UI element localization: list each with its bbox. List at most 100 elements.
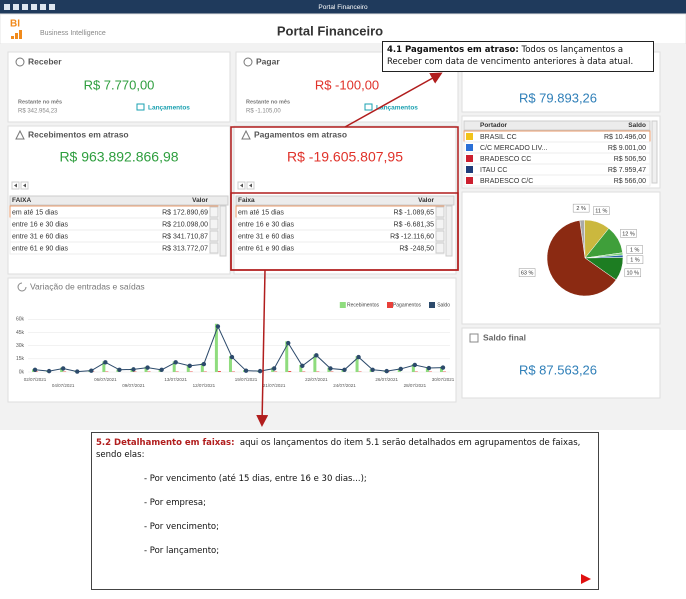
line-point — [145, 365, 150, 370]
callout-text: aqui os lançamentos do item 5.1 serão de… — [96, 438, 581, 460]
toolbar-icon — [13, 4, 19, 10]
callout-item: - Por vencimento (até 15 dias, entre 16 … — [144, 474, 367, 484]
x-tick-label: 26/07/2021 — [375, 377, 398, 382]
logo: BI — [10, 19, 20, 30]
column-header: Saldo — [628, 122, 646, 129]
portador-name: C/C MERCADO LIV... — [480, 145, 547, 152]
card-value: R$ -100,00 — [315, 77, 379, 92]
lancamentos-link[interactable]: Lançamentos — [148, 105, 190, 112]
x-tick-label: 24/07/2021 — [333, 383, 356, 388]
table-header — [235, 195, 455, 206]
x-tick-label: 22/07/2021 — [305, 377, 328, 382]
row-value: R$ 210.098,00 — [162, 221, 208, 228]
portador-name: BRADESCO C/C — [480, 178, 533, 185]
play-icon[interactable] — [580, 573, 592, 585]
row-action — [435, 230, 445, 242]
pie-label: 12 % — [622, 231, 635, 237]
pager-arrow — [14, 183, 17, 188]
portador-saldo: R$ 9.001,00 — [608, 145, 646, 152]
saldo-value: R$ 79.893,26 — [519, 90, 597, 105]
toolbar-icon — [22, 4, 28, 10]
bank-icon — [466, 144, 473, 151]
row-label: em até 15 dias — [12, 209, 58, 216]
bank-icon — [466, 133, 473, 140]
y-tick-label: 0k — [19, 369, 25, 375]
panel-total: R$ -19.605.807,95 — [287, 149, 403, 165]
pie-label-box — [572, 203, 590, 213]
header-title: Portal Financeiro — [277, 23, 383, 38]
pager-arrow — [240, 183, 243, 188]
bar — [411, 364, 415, 372]
bank-icon — [466, 177, 473, 184]
portador-name: BRADESCO CC — [480, 156, 531, 163]
callout-arrow — [256, 269, 269, 427]
row-action — [435, 242, 445, 254]
panel — [461, 327, 661, 399]
row-value: R$ 313.772,07 — [162, 245, 208, 252]
callout-text: Todos os lançamentos a Receber com data … — [387, 45, 634, 67]
y-tick-label: 30k — [16, 343, 25, 349]
pie-label: 63 % — [521, 271, 534, 277]
portador-saldo: R$ 7.959,47 — [608, 167, 646, 174]
bar — [355, 356, 359, 372]
line-point — [173, 360, 178, 365]
callout-item: - Por empresa; — [144, 498, 206, 508]
row-label: entre 61 e 90 dias — [12, 245, 69, 252]
bar — [186, 364, 190, 372]
portador-saldo: R$ 10.496,00 — [604, 134, 646, 141]
portador-name: BRASIL CC — [480, 134, 517, 141]
row-value: R$ 341.710,87 — [162, 233, 208, 240]
x-tick-label: 09/07/2021 — [122, 383, 145, 388]
line-point — [60, 366, 66, 371]
line-point — [32, 367, 38, 373]
bar — [288, 371, 292, 372]
x-tick-label: 30/07/2021 — [432, 377, 455, 382]
y-tick-label: 15k — [16, 356, 25, 362]
line-point — [131, 367, 136, 372]
card — [7, 51, 231, 123]
x-tick-label: 13/07/2021 — [164, 377, 187, 382]
remaining-label: Restante no mês — [246, 99, 290, 105]
chart-title: Variação de entradas e saídas — [30, 281, 145, 291]
row-value: R$ 172.890,69 — [162, 209, 208, 216]
row-action — [209, 230, 219, 242]
row-label: entre 16 e 30 dias — [238, 221, 295, 228]
table-header — [463, 120, 651, 131]
saldo-final-value: R$ 87.563,26 — [519, 362, 597, 377]
line-point — [117, 367, 122, 373]
panel-total: R$ 963.892.866,98 — [59, 149, 178, 165]
column-header: FAIXA — [12, 197, 31, 204]
lancamentos-link[interactable]: Lançamentos — [376, 105, 418, 112]
row-label: entre 31 e 60 dias — [238, 233, 295, 240]
toolbar-icon — [49, 4, 55, 10]
warning-icon — [15, 129, 25, 140]
line-point — [75, 369, 80, 374]
bar — [228, 356, 232, 372]
line-point — [440, 365, 446, 370]
legend-label: Saldo — [437, 302, 450, 308]
logo-bar — [19, 30, 22, 39]
callout-4-1: 4.1 Pagamentos em atraso: Todos os lança… — [382, 41, 654, 72]
row-action — [209, 242, 219, 254]
bank-icon — [466, 166, 473, 173]
column-header: Portador — [480, 122, 508, 129]
legend-swatch — [339, 302, 346, 308]
x-tick-label: 02/07/2021 — [24, 377, 47, 382]
pie-label: 10 % — [626, 271, 639, 277]
bar — [285, 341, 289, 372]
link-icon — [136, 103, 145, 111]
line-point — [314, 353, 319, 358]
bar — [102, 361, 106, 372]
callout-list: - Por vencimento (até 15 dias, entre 16 … — [144, 473, 594, 557]
line-point — [103, 360, 108, 365]
line-point — [229, 354, 235, 360]
y-tick-label: 45k — [16, 330, 25, 336]
pie-label: 11 % — [595, 209, 607, 215]
pager-arrow — [23, 183, 26, 188]
column-header: Valor — [418, 197, 434, 204]
x-tick-label: 28/07/2021 — [404, 383, 427, 388]
x-tick-label: 04/07/2021 — [52, 383, 75, 388]
callout-heading: 4.1 Pagamentos em atraso: — [387, 45, 519, 55]
saldo-final-title: Saldo final — [483, 332, 526, 342]
row-label: entre 16 e 30 dias — [12, 221, 69, 228]
